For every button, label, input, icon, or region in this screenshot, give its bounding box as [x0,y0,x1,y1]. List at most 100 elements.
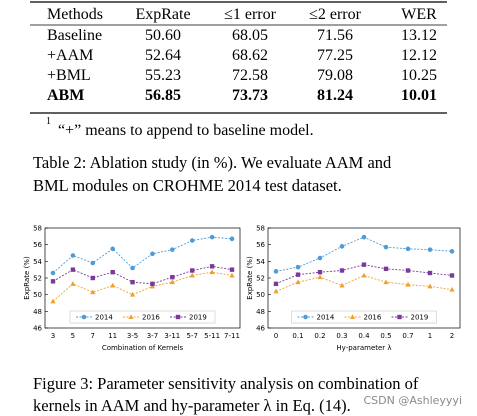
marker [295,279,301,285]
marker [110,269,115,275]
marker [361,234,367,240]
y-tick-label: 58 [33,225,42,233]
marker [70,253,76,258]
marker [383,266,389,272]
figure-caption: kernels in AAM and hy-parameter λ in Eq.… [33,396,351,415]
table-header-cell: WER [401,6,437,23]
table-cell: 68.05 [232,27,268,44]
table-cell: +AAM [47,47,93,64]
legend-marker [303,314,308,320]
table-caption: BML modules on CROHME 2014 test dataset. [33,176,342,195]
table-caption: Table 2: Ablation study (in %). We evalu… [33,153,392,172]
table-header-cell: Methods [47,6,103,23]
marker [130,265,135,271]
legend-marker [397,314,402,320]
marker [209,234,215,240]
x-tick-label: 2 [450,332,454,340]
table-header-cell: ≤2 error [309,6,362,23]
legend-label: 2019 [411,314,429,322]
marker [383,279,389,285]
marker [169,279,175,285]
marker [209,264,215,269]
x-tick-label: 3-11 [164,332,180,340]
table-cell: 72.58 [232,67,268,84]
table-cell: +BML [47,67,91,84]
table-cell: 56.85 [145,87,181,104]
watermark: CSDN @Ashleyyyi [364,394,463,407]
marker [70,281,76,286]
marker [209,269,215,275]
y-axis-label: ExpRate (%) [246,256,254,300]
y-tick-label: 54 [256,258,265,266]
marker [50,279,56,284]
x-tick-label: 5-7 [187,332,198,340]
marker [90,275,95,281]
table-cell: 68.62 [232,47,268,64]
marker [90,289,96,295]
table-cell: 71.56 [317,27,353,44]
x-tick-label: 0.2 [314,332,325,340]
x-tick-label: 0.7 [402,332,413,340]
marker [339,268,345,273]
x-tick-label: 0.3 [336,332,347,340]
marker [317,269,323,275]
y-axis-label: ExpRate (%) [23,256,31,300]
legend-marker [175,314,181,320]
x-tick-label: 5 [71,332,75,340]
y-tick-label: 46 [256,325,265,333]
marker [449,286,455,292]
y-tick-label: 46 [33,325,42,333]
legend-marker [81,314,87,320]
legend-label: 2014 [95,314,113,322]
y-tick-label: 50 [33,291,42,299]
table-cell: 77.25 [317,47,353,64]
marker [405,268,411,273]
table-cell: 10.01 [401,87,437,104]
marker [273,288,279,294]
legend-label: 2019 [189,314,207,322]
y-tick-label: 52 [256,275,265,283]
table-cell: 73.73 [232,87,268,104]
marker [317,274,323,280]
marker [130,279,135,285]
marker [129,291,136,297]
x-tick-label: 0 [274,332,278,340]
table-cell: 12.12 [401,47,437,64]
legend-marker [128,314,134,319]
marker [361,262,367,267]
series-line [52,265,233,285]
marker [317,255,323,261]
marker [339,282,345,288]
marker [295,272,301,277]
marker [150,281,155,287]
marker [361,272,367,278]
x-tick-label: 7 [91,332,95,340]
marker [189,272,195,278]
marker [229,236,235,242]
legend-label: 2014 [317,314,335,322]
table-header-cell: ≤1 error [224,6,277,23]
marker [427,270,433,276]
legend-marker [349,314,356,319]
marker [427,283,433,289]
x-tick-label: 7-11 [224,332,240,340]
x-tick-label: 1 [428,332,432,340]
table-cell: Baseline [47,27,102,44]
x-tick-label: 5-11 [204,332,220,340]
y-tick-label: 52 [33,275,42,283]
marker [189,238,195,243]
marker [50,270,56,276]
marker [449,249,455,254]
marker [229,272,235,278]
x-tick-label: 3 [51,332,55,340]
footnote-mark: 1 [46,116,51,127]
table-cell: 79.08 [317,67,353,84]
table-cell: 50.60 [145,27,181,44]
marker [50,298,56,304]
table-header-cell: ExpRate [135,6,190,23]
x-tick-label: 0.5 [380,332,391,340]
series-line [52,271,233,302]
x-axis-label: Combination of Kernels [102,344,184,352]
legend-label: 2016 [364,314,382,322]
y-tick-label: 50 [256,291,265,299]
